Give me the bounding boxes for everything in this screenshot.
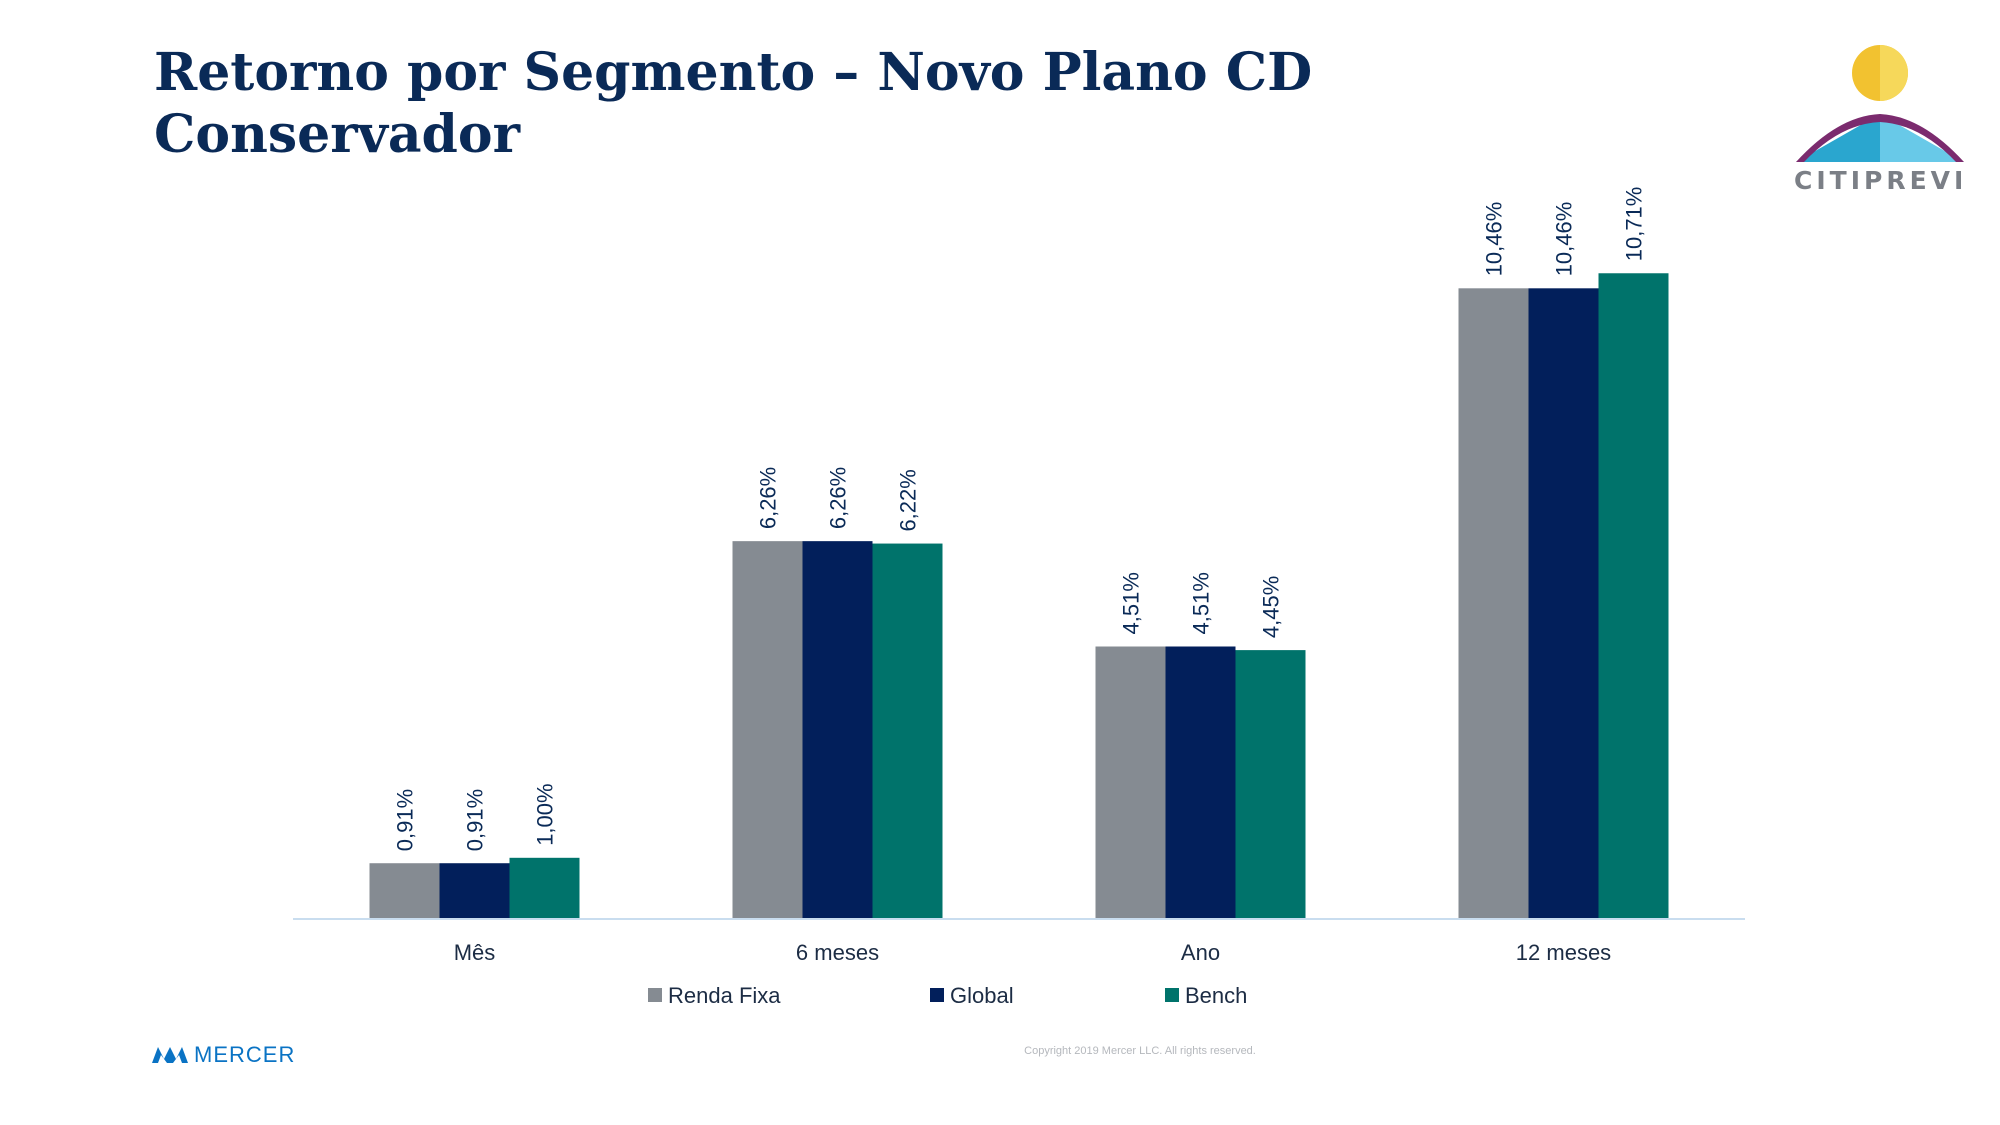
legend-label: Global [950, 983, 1014, 1008]
data-label: 4,51% [1189, 572, 1214, 634]
mercer-logo-icon [152, 1047, 188, 1063]
legend-label: Bench [1185, 983, 1247, 1008]
page-title: Retorno por Segmento – Novo Plano CD Con… [154, 42, 1313, 165]
legend-label: Renda Fixa [668, 983, 781, 1008]
bar-bench-2 [1235, 650, 1306, 918]
data-label: 10,71% [1622, 187, 1647, 262]
bar-renda-fixa-3 [1458, 288, 1529, 919]
bar-bench-3 [1598, 273, 1669, 918]
data-label: 6,26% [756, 467, 781, 529]
bar-renda-fixa-2 [1095, 646, 1166, 918]
bar-renda-fixa-0 [369, 863, 440, 918]
citiprevi-logo-text: CITIPREVI [1794, 166, 1968, 195]
legend-swatch-bench [1165, 988, 1179, 1002]
mercer-logo-text: MERCER [194, 1042, 296, 1067]
bar-global-0 [439, 863, 510, 918]
data-label: 4,45% [1259, 576, 1284, 638]
legend-swatch-global [930, 988, 944, 1002]
bar-global-2 [1165, 646, 1236, 918]
mercer-brand: MERCER [152, 1042, 295, 1068]
bar-global-3 [1528, 288, 1599, 919]
citiprevi-logo [1796, 45, 1964, 162]
x-tick-label: 12 meses [1516, 940, 1611, 965]
data-label: 1,00% [533, 783, 558, 845]
data-label: 10,46% [1482, 202, 1507, 277]
data-label: 4,51% [1119, 572, 1144, 634]
bar-bench-0 [509, 857, 580, 918]
x-tick-label: Mês [454, 940, 496, 965]
data-label: 0,91% [463, 789, 488, 851]
data-label: 0,91% [393, 789, 418, 851]
copyright-text: Copyright 2019 Mercer LLC. All rights re… [1024, 1045, 1256, 1057]
bar-bench-1 [872, 543, 943, 918]
bar-renda-fixa-1 [732, 541, 803, 918]
data-label: 6,26% [826, 467, 851, 529]
x-tick-label: 6 meses [796, 940, 879, 965]
legend-swatch-renda-fixa [648, 988, 662, 1002]
bar-global-1 [802, 541, 873, 918]
data-label: 6,22% [896, 469, 921, 531]
data-label: 10,46% [1552, 202, 1577, 277]
x-tick-label: Ano [1181, 940, 1220, 965]
